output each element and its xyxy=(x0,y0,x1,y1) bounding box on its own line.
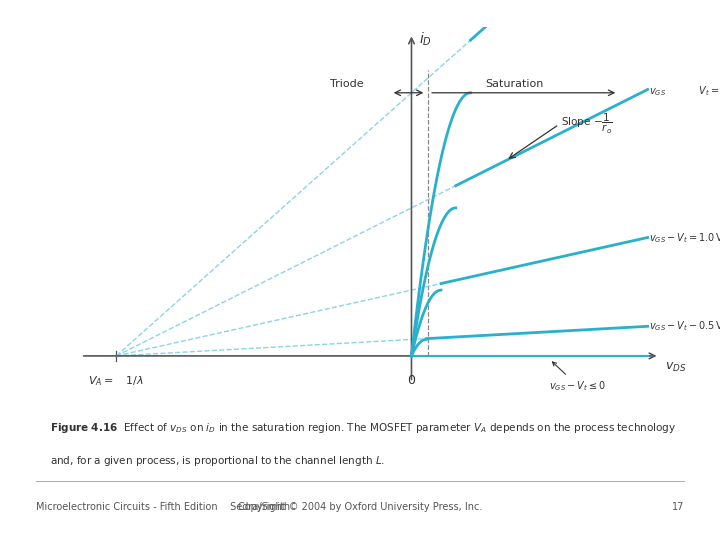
Text: $v_{GS} - V_t - 0.5\,\mathrm{V}$: $v_{GS} - V_t - 0.5\,\mathrm{V}$ xyxy=(649,320,720,333)
Text: $v_{GS} - V_t = 1.0\,\mathrm{V}$: $v_{GS} - V_t = 1.0\,\mathrm{V}$ xyxy=(649,231,720,245)
Text: Triode: Triode xyxy=(330,79,364,90)
Text: Slope $-\dfrac{1}{r_o}$: Slope $-\dfrac{1}{r_o}$ xyxy=(561,112,612,137)
Text: $v_{GS} - V_t \leq 0$: $v_{GS} - V_t \leq 0$ xyxy=(549,362,606,393)
Text: Microelectronic Circuits - Fifth Edition    Sedra/Smith: Microelectronic Circuits - Fifth Edition… xyxy=(36,502,290,512)
Text: Copyright © 2004 by Oxford University Press, Inc.: Copyright © 2004 by Oxford University Pr… xyxy=(238,502,482,512)
Text: and, for a given process, is proportional to the channel length $L$.: and, for a given process, is proportiona… xyxy=(50,454,385,468)
Text: $V_A = \quad 1/\lambda$: $V_A = \quad 1/\lambda$ xyxy=(89,374,144,388)
Text: $v_{DS}$: $v_{DS}$ xyxy=(665,361,687,374)
Text: $v_{GS}$           $V_t = 1.5\,\mathrm{V}$: $v_{GS}$ $V_t = 1.5\,\mathrm{V}$ xyxy=(649,84,720,98)
Text: $\mathbf{Figure\ 4.16}$  Effect of $v_{DS}$ on $i_D$ in the saturation region. T: $\mathbf{Figure\ 4.16}$ Effect of $v_{DS… xyxy=(50,421,677,435)
Text: Saturation: Saturation xyxy=(485,79,544,90)
Text: $i_D$: $i_D$ xyxy=(419,30,432,48)
Text: 0: 0 xyxy=(408,374,415,387)
Text: 17: 17 xyxy=(672,502,684,512)
